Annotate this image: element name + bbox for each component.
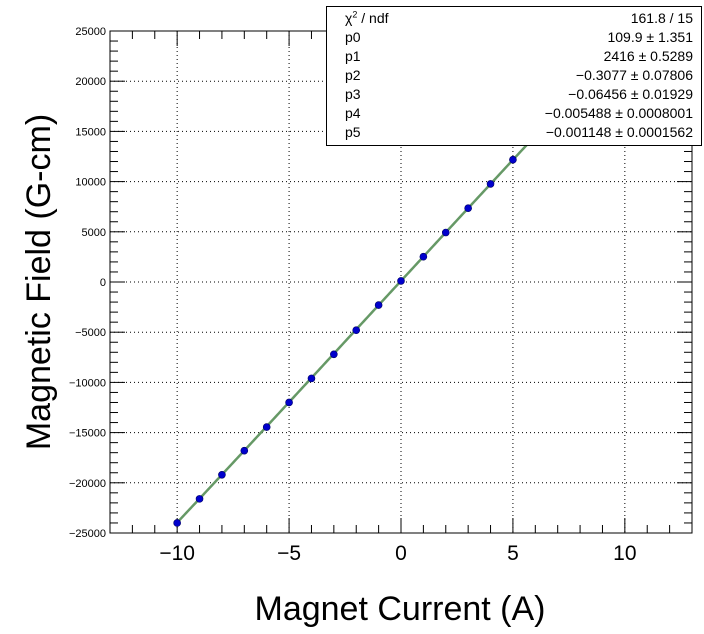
data-point — [352, 326, 361, 334]
y-tick-label: 10000 — [75, 177, 106, 189]
stats-param-name: p5 — [345, 124, 361, 140]
chi2-superscript: 2 — [352, 9, 358, 20]
stats-param-name: p2 — [345, 67, 361, 83]
stats-value: −0.3077 ± 0.07806 — [575, 67, 693, 83]
stats-param-name: p3 — [345, 86, 361, 102]
y-tick-label: 20000 — [75, 76, 106, 88]
stats-row-chi2: χ2 / ndf 161.8 / 15 — [327, 9, 701, 27]
stats-value: −0.005488 ± 0.0008001 — [544, 105, 693, 121]
fit-line — [176, 130, 541, 524]
stats-value: 2416 ± 0.5289 — [603, 48, 693, 64]
stats-row-p0: p0 109.9 ± 1.351 — [327, 28, 701, 46]
stats-row-p2: p2 −0.3077 ± 0.07806 — [327, 66, 701, 84]
y-tick-label: 15000 — [75, 126, 106, 138]
stats-value: 109.9 ± 1.351 — [607, 29, 693, 45]
data-point — [195, 495, 204, 503]
y-tick-label: 0 — [100, 277, 106, 289]
data-point — [419, 252, 428, 261]
stats-row-p4: p4 −0.005488 ± 0.0008001 — [327, 104, 701, 122]
y-tick-label: −15000 — [69, 428, 106, 440]
stats-row-p5: p5 −0.001148 ± 0.0001562 — [327, 123, 701, 141]
data-point — [486, 180, 495, 188]
y-tick-label: −10000 — [69, 377, 106, 389]
data-point — [307, 374, 316, 383]
x-tick-label: −10 — [159, 542, 195, 565]
x-tick-label: 5 — [507, 542, 519, 565]
data-point — [262, 423, 271, 431]
x-tick-label: −5 — [277, 542, 301, 565]
y-tick-label: 5000 — [82, 227, 106, 239]
y-tick-label: −20000 — [69, 478, 106, 490]
stats-value: −0.001148 ± 0.0001562 — [545, 124, 693, 140]
data-point — [397, 277, 405, 285]
fit-stats-box: χ2 / ndf 161.8 / 15 p0 109.9 ± 1.351 p1 … — [326, 6, 702, 146]
data-point — [374, 301, 383, 309]
x-axis-label: Magnet Current (A) — [255, 590, 546, 628]
data-points — [173, 155, 517, 527]
y-tick-label: −25000 — [69, 528, 106, 540]
fit-curve — [176, 130, 541, 524]
x-tick-label: 0 — [395, 542, 407, 565]
stats-row-p1: p1 2416 ± 0.5289 — [327, 47, 701, 65]
data-point — [173, 519, 181, 527]
data-point — [330, 350, 338, 359]
stats-row-p3: p3 −0.06456 ± 0.01929 — [327, 85, 701, 103]
stats-param-name: p0 — [345, 29, 361, 45]
stats-param-name: p1 — [345, 48, 361, 64]
data-point — [441, 228, 450, 237]
x-tick-label: 10 — [613, 542, 636, 565]
y-tick-label: −5000 — [75, 327, 106, 339]
stats-value: −0.06456 ± 0.01929 — [568, 86, 693, 102]
data-point — [509, 155, 517, 164]
y-tick-label: 25000 — [75, 26, 106, 38]
y-axis-label: Magnetic Field (G-cm) — [20, 114, 58, 450]
stats-param-name: p4 — [345, 105, 361, 121]
data-point — [464, 204, 472, 213]
data-point — [240, 446, 249, 455]
data-point — [218, 470, 226, 479]
tick-labels: −10 −5 0 5 10 −25000 −20000 −15000 −10000 −5000 0 5… — [69, 26, 637, 565]
stats-value: 161.8 / 15 — [630, 10, 693, 26]
chi2-symbol: χ — [345, 10, 353, 26]
data-point — [285, 398, 293, 407]
chi2-ndf-label: / ndf — [357, 10, 389, 26]
